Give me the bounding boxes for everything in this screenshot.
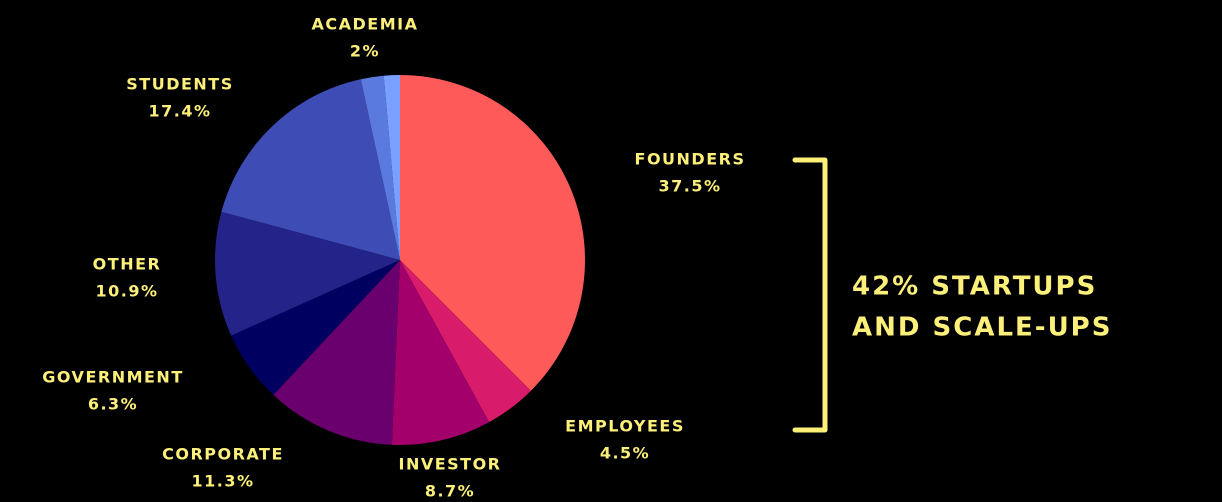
annotation: AND SCALE-UPS bbox=[852, 313, 1112, 343]
slice-value: 8.7% bbox=[425, 482, 475, 501]
slice-value: 6.3% bbox=[88, 395, 138, 414]
pie-slice bbox=[360, 75, 400, 261]
pie-slice bbox=[400, 75, 586, 391]
slice-label: ACADEMIA bbox=[312, 15, 419, 34]
pie-slice bbox=[273, 260, 400, 445]
slice-label: OTHER bbox=[93, 255, 162, 274]
pie-slice bbox=[215, 211, 400, 336]
slice-value: 2% bbox=[350, 42, 380, 61]
pie-slice bbox=[383, 75, 400, 260]
slice-value: 37.5% bbox=[658, 177, 721, 196]
pie-slice bbox=[400, 260, 531, 423]
pie-slice bbox=[231, 260, 400, 395]
pie-slice bbox=[391, 260, 490, 445]
pie-slice bbox=[221, 79, 400, 260]
slice-label: GOVERNMENT bbox=[42, 368, 183, 387]
annotation: 42% STARTUPS bbox=[852, 272, 1097, 302]
slice-label: FOUNDERS bbox=[635, 150, 746, 169]
bracket bbox=[792, 157, 828, 433]
slice-value: 4.5% bbox=[600, 444, 650, 463]
slice-label: EMPLOYEES bbox=[565, 417, 685, 436]
slice-value: 11.3% bbox=[191, 472, 254, 491]
slice-label: INVESTOR bbox=[398, 455, 501, 474]
slice-value: 17.4% bbox=[148, 102, 211, 121]
slice-label: STUDENTS bbox=[126, 75, 233, 94]
slice-label: CORPORATE bbox=[162, 445, 284, 464]
slice-value: 10.9% bbox=[95, 282, 158, 301]
